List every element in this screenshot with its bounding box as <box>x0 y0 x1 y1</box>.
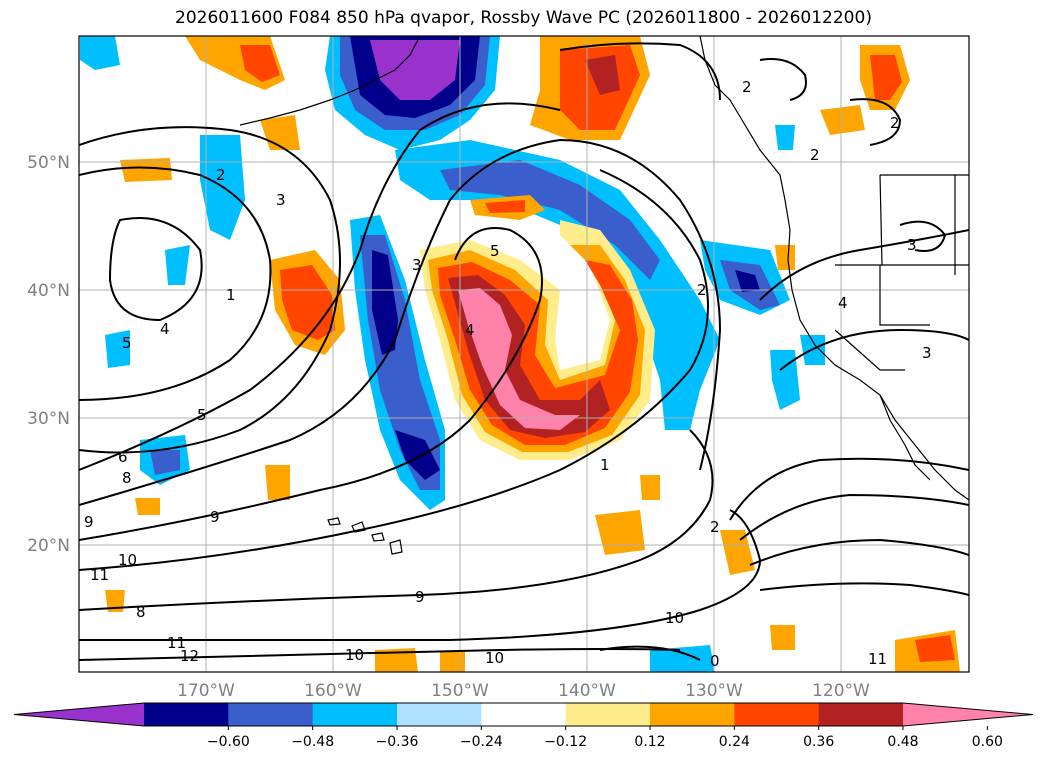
contour-label: 8 <box>136 603 146 621</box>
contour-label: 0 <box>710 652 720 670</box>
contour-label: 1 <box>226 286 236 304</box>
colorbar-extend-min <box>14 703 144 726</box>
contour-label: 11 <box>868 650 887 668</box>
contour-lines <box>79 42 969 661</box>
latitude-labels: 50°N 40°N 30°N 20°N <box>27 153 70 556</box>
contour-label: 4 <box>160 320 170 338</box>
lon-label-170w: 170°W <box>177 681 235 701</box>
contour-label: 3 <box>412 256 422 274</box>
contour-label: 8 <box>122 469 132 487</box>
colorbar-bin <box>565 703 651 726</box>
contour-label: 2 <box>216 166 226 184</box>
colorbar-tick-label: 0.12 <box>634 734 665 750</box>
contour-label: 2 <box>890 114 900 132</box>
contour-label: 10 <box>485 649 504 667</box>
colorbar-tick-label: 0.24 <box>719 734 750 750</box>
map-area: 2 2 2 3 3 1 5 4 5 6 8 9 9 11 10 8 11 12 … <box>79 36 969 672</box>
colorbar-bin <box>144 703 229 726</box>
coastlines <box>239 36 969 501</box>
lon-label-140w: 140°W <box>558 681 616 701</box>
lat-label-30n: 30°N <box>27 409 70 429</box>
contour-label: 11 <box>90 566 109 584</box>
colorbar-bin <box>818 703 904 726</box>
contour-label: 9 <box>415 588 425 606</box>
colorbar-bin <box>312 703 398 726</box>
colorbar-outline <box>13 702 1034 727</box>
colorbar-bin <box>228 703 314 726</box>
lon-label-130w: 130°W <box>685 681 743 701</box>
lon-label-120w: 120°W <box>812 681 870 701</box>
contour-label: 3 <box>922 344 932 362</box>
contour-labels: 2 2 2 3 3 1 5 4 5 6 8 9 9 11 10 8 11 12 … <box>84 78 932 670</box>
lat-label-20n: 20°N <box>27 536 70 556</box>
colorbar: −0.60 −0.48 −0.36 −0.24 −0.12 0.12 0.24 0.36 0.4… <box>13 702 1034 750</box>
colorbar-extend-max <box>903 703 1033 726</box>
colorbar-tick-label: −0.24 <box>460 734 503 750</box>
lat-label-40n: 40°N <box>27 281 70 301</box>
contour-label: 1 <box>600 456 610 474</box>
negative-anomaly-fill <box>80 36 825 672</box>
contour-label: 12 <box>180 647 199 665</box>
contour-label: 10 <box>665 609 684 627</box>
colorbar-tick-label: 0.60 <box>972 734 1003 750</box>
colorbar-bin <box>734 703 820 726</box>
contour-label: 9 <box>210 508 220 526</box>
colorbar-bin <box>397 703 482 726</box>
colorbar-tick-label: −0.12 <box>544 734 587 750</box>
map-title: 2026011600 F084 850 hPa qvapor, Rossby W… <box>175 8 872 28</box>
colorbar-bin <box>650 703 735 726</box>
lon-label-160w: 160°W <box>304 681 362 701</box>
map-frame <box>78 35 970 673</box>
contour-label: 2 <box>742 78 752 96</box>
contour-label: 2 <box>697 281 707 299</box>
colorbar-tick-label: −0.36 <box>376 734 419 750</box>
colorbar-tick-label: 0.48 <box>887 734 918 750</box>
contour-label: 11 <box>167 634 186 652</box>
contour-label: 5 <box>122 334 132 352</box>
contour-label: 3 <box>276 191 286 209</box>
colorbar-tick-label: −0.48 <box>291 734 334 750</box>
contour-label: 10 <box>345 646 364 664</box>
lon-label-150w: 150°W <box>431 681 489 701</box>
contour-label: 10 <box>118 551 137 569</box>
lat-label-50n: 50°N <box>27 153 70 173</box>
hawaii-islands <box>327 517 403 555</box>
contour-label: 3 <box>907 236 917 254</box>
contour-label: 2 <box>710 518 720 536</box>
colorbar-tick-label: −0.60 <box>207 734 250 750</box>
contour-label: 4 <box>465 321 475 339</box>
positive-anomaly-fill <box>105 36 960 672</box>
contour-label: 5 <box>197 406 207 424</box>
contour-label: 2 <box>810 146 820 164</box>
contour-label: 9 <box>84 513 94 531</box>
longitude-labels: 170°W 160°W 150°W 140°W 130°W 120°W <box>177 681 870 701</box>
contour-label: 4 <box>838 294 848 312</box>
colorbar-tick-label: 0.36 <box>803 734 834 750</box>
contour-label: 5 <box>490 242 500 260</box>
colorbar-bin <box>481 703 567 726</box>
contour-label: 6 <box>118 448 128 466</box>
